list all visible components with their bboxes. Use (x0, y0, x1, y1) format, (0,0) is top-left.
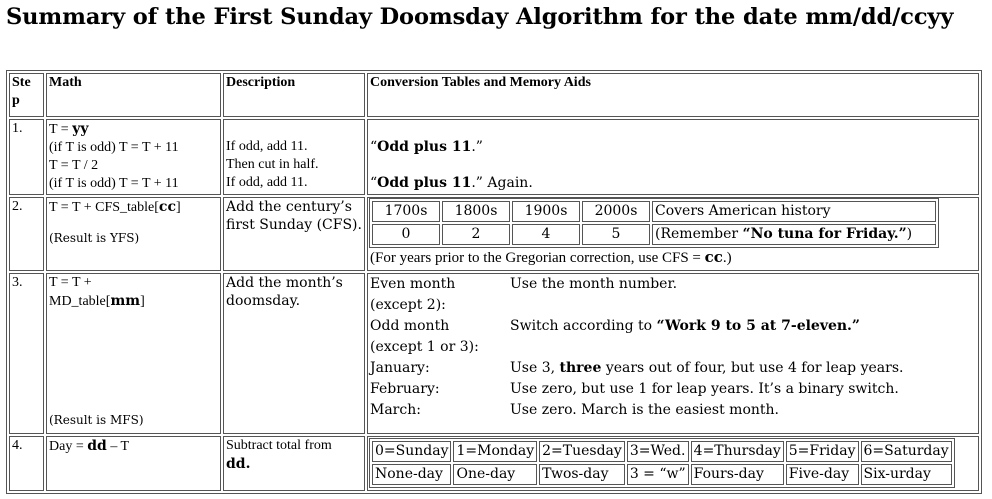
weekday-2: 2=Tuesday (539, 440, 625, 462)
weekday-aid: 3 = “w” (626, 463, 689, 485)
century-1900s: 1900s (512, 201, 580, 223)
step-2-row: 2. T = T + CFS_table[cc] (Result is YFS)… (9, 197, 979, 271)
step-4-row: 4. Day = dd – T Subtract total from dd. … (9, 435, 979, 491)
step-3-row: 3. T = T + MD_table[mm] (Result is MFS) … (9, 272, 979, 434)
step-1-number: 1. (9, 119, 44, 196)
step-1-description: If odd, add 11. Then cut in half. If odd… (223, 119, 365, 196)
weekday-aid: One-day (453, 463, 538, 485)
cfs-value: 4 (512, 224, 580, 246)
weekday-3: 3=Wed. (626, 440, 689, 462)
header-description: Description (223, 73, 365, 117)
step-4-aids: 0=Sunday 1=Monday 2=Tuesday 3=Wed. 4=Thu… (367, 435, 979, 491)
algorithm-table: Ste p Math Description Conversion Tables… (6, 70, 982, 494)
step-4-number: 4. (9, 435, 44, 491)
cfs-value: 5 (582, 224, 650, 246)
weekday-aid: Fours-day (690, 463, 784, 485)
step-1-aids: “Odd plus 11.” “Odd plus 11.” Again. (367, 119, 979, 196)
weekday-aid: Six-urday (860, 463, 952, 485)
cfs-value: 2 (442, 224, 510, 246)
century-1700s: 1700s (372, 201, 440, 223)
weekday-aid: Five-day (785, 463, 859, 485)
step-3-math: T = T + MD_table[mm] (Result is MFS) (46, 272, 221, 434)
page-title: Summary of the First Sunday Doomsday Alg… (6, 4, 954, 30)
step-2-description: Add the century’s first Sunday (CFS). (223, 197, 365, 271)
step-2-math: T = T + CFS_table[cc] (Result is YFS) (46, 197, 221, 271)
cfs-note-mnemonic: (Remember “No tuna for Friday.”) (652, 224, 936, 246)
step-4-description: Subtract total from dd. (223, 435, 365, 491)
step-3-aids: Even month (except 2): Use the month numb… (367, 272, 979, 434)
weekday-aid: Twos-day (539, 463, 625, 485)
month-doomsday-rules: Even month (except 2): Use the month numb… (370, 275, 904, 418)
weekday-table: 0=Sunday 1=Monday 2=Tuesday 3=Wed. 4=Thu… (369, 437, 955, 488)
step-3-number: 3. (9, 272, 44, 434)
step-1-math: T = yy (if T is odd) T = T + 11 T = T / … (46, 119, 221, 196)
weekday-0: 0=Sunday (372, 440, 452, 462)
header-tables: Conversion Tables and Memory Aids (367, 73, 979, 117)
header-step: Ste p (9, 73, 44, 117)
step-4-math: Day = dd – T (46, 435, 221, 491)
weekday-aid: None-day (372, 463, 452, 485)
cfs-table: 1700s 1800s 1900s 2000s Covers American … (369, 198, 939, 249)
weekday-5: 5=Friday (785, 440, 859, 462)
century-2000s: 2000s (582, 201, 650, 223)
step-1-row: 1. T = yy (if T is odd) T = T + 11 T = T… (9, 119, 979, 196)
gregorian-note: (For years prior to the Gregorian correc… (370, 248, 732, 267)
header-math: Math (46, 73, 221, 117)
weekday-1: 1=Monday (453, 440, 538, 462)
cfs-value: 0 (372, 224, 440, 246)
step-3-description: Add the month’s doomsday. (223, 272, 365, 434)
step-2-number: 2. (9, 197, 44, 271)
step-2-aids: 1700s 1800s 1900s 2000s Covers American … (367, 197, 979, 271)
weekday-4: 4=Thursday (690, 440, 784, 462)
weekday-6: 6=Saturday (860, 440, 952, 462)
century-1800s: 1800s (442, 201, 510, 223)
cfs-note-history: Covers American history (652, 201, 936, 223)
